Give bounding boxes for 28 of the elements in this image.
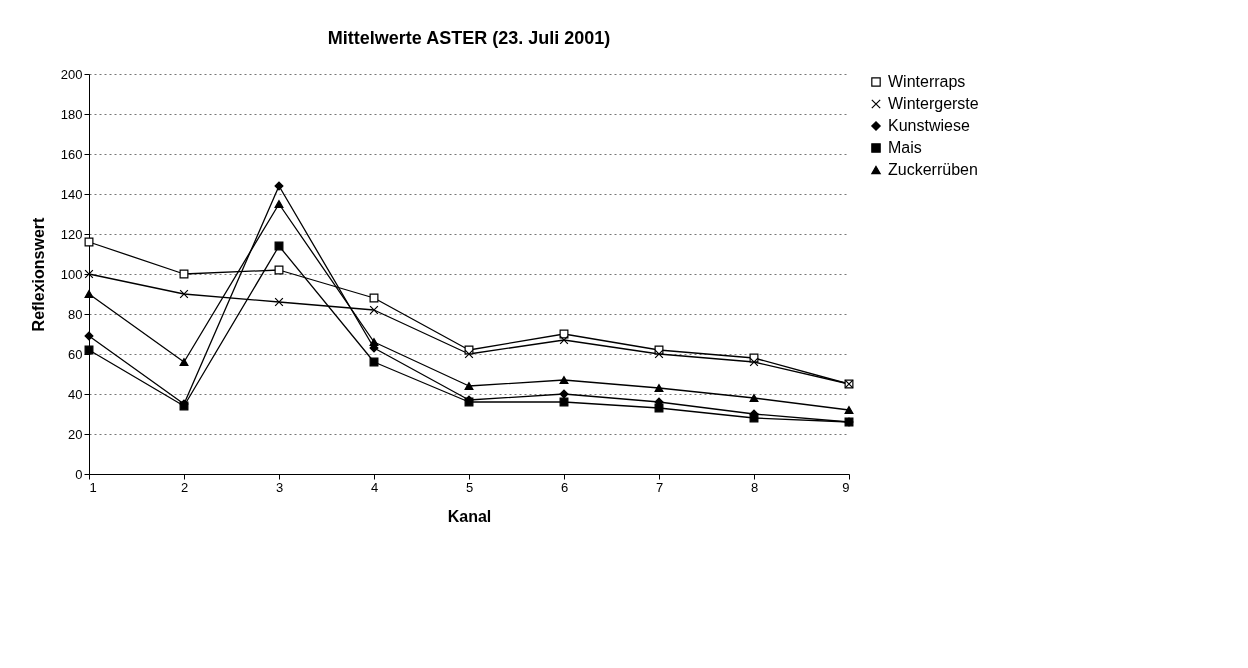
x-tick-label: 3: [275, 479, 284, 495]
x-tick-label: 8: [750, 479, 759, 495]
y-tick-label: 20: [68, 426, 83, 442]
y-tick-label: 180: [60, 106, 83, 122]
legend-label: Kunstwiese: [888, 117, 970, 134]
legend-label: Winterraps: [888, 73, 966, 90]
x-tick-label: 7: [655, 479, 664, 495]
legend-label: Mais: [888, 139, 922, 156]
x-tick-label: 5: [465, 479, 474, 495]
legend-label: Wintergerste: [888, 95, 979, 112]
x-tick-label: 9: [842, 479, 850, 495]
x-tick-label: 2: [180, 479, 189, 495]
x-axis-title: Kanal: [447, 507, 492, 525]
y-tick-label: 40: [68, 386, 83, 402]
y-axis-title: Reflexionswert: [29, 216, 47, 332]
y-tick-label: 200: [60, 66, 83, 82]
y-tick-label: 80: [68, 306, 83, 322]
y-tick-label: 100: [60, 266, 83, 282]
x-tick-label: 1: [89, 479, 97, 495]
x-tick-label: 4: [370, 479, 379, 495]
legend-label: Zuckerrüben: [888, 161, 978, 178]
y-tick-label: 60: [68, 346, 83, 362]
y-tick-label: 140: [60, 186, 83, 202]
y-tick-label: 120: [60, 226, 83, 242]
y-tick-label: 0: [75, 466, 83, 482]
chart-title: Mittelwerte ASTER (23. Juli 2001): [327, 28, 611, 48]
x-tick-label: 6: [560, 479, 569, 495]
y-tick-label: 160: [60, 146, 83, 162]
